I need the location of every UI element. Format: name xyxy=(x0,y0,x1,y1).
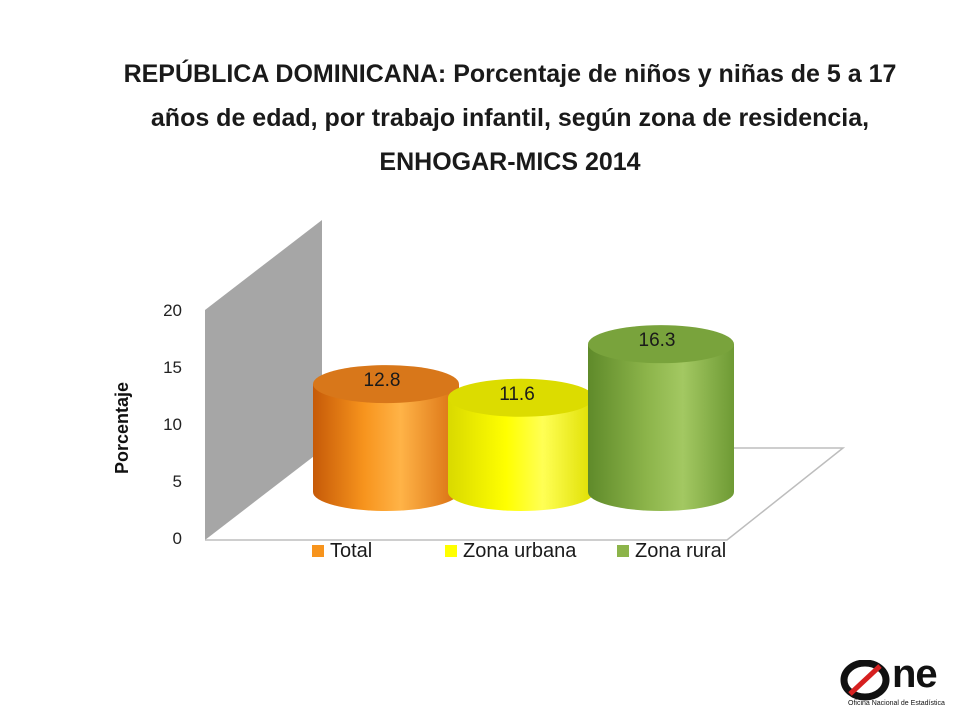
back-wall xyxy=(205,220,322,540)
bar-zona-rural xyxy=(588,344,734,511)
logo-word: ne xyxy=(892,652,938,696)
chart-title: REPÚBLICA DOMINICANA: Porcentaje de niño… xyxy=(123,60,897,176)
y-tick-label: 15 xyxy=(163,358,182,377)
data-label: 16.3 xyxy=(639,330,676,351)
one-logo: ne Oficina Nacional de Estadística xyxy=(840,652,945,710)
legend-label: Zona urbana xyxy=(463,540,577,562)
bar-top xyxy=(313,365,459,404)
logo-subtitle: Oficina Nacional de Estadística xyxy=(848,700,945,707)
y-tick-label: 5 xyxy=(173,472,182,491)
y-tick-label: 10 xyxy=(163,415,182,434)
legend-swatch xyxy=(312,545,324,557)
cylinder-chart: 0 5 10 15 20 Porcentaje 12.8 11.6 16.3 Total Zon… xyxy=(112,220,846,562)
bar-total xyxy=(313,384,459,511)
logo-zero-icon xyxy=(840,660,890,701)
y-tick-label: 20 xyxy=(163,301,182,320)
bars-layer xyxy=(313,325,734,511)
legend-label: Total xyxy=(330,540,372,562)
bar-zona-urbana xyxy=(448,397,594,511)
y-tick-label: 0 xyxy=(173,529,182,548)
bar-top xyxy=(448,378,594,417)
y-axis-label: Porcentaje xyxy=(112,382,132,474)
legend-swatch xyxy=(617,545,629,557)
legend-swatch xyxy=(445,545,457,557)
data-label: 12.8 xyxy=(364,370,401,391)
bar-top xyxy=(588,325,734,364)
legend: Total Zona urbana Zona rural xyxy=(312,540,726,562)
data-label: 11.6 xyxy=(499,384,535,405)
axes-layer: 0 5 10 15 20 Porcentaje xyxy=(112,220,846,548)
legend-label: Zona rural xyxy=(635,540,726,562)
labels-layer: 12.8 11.6 16.3 xyxy=(364,330,676,405)
